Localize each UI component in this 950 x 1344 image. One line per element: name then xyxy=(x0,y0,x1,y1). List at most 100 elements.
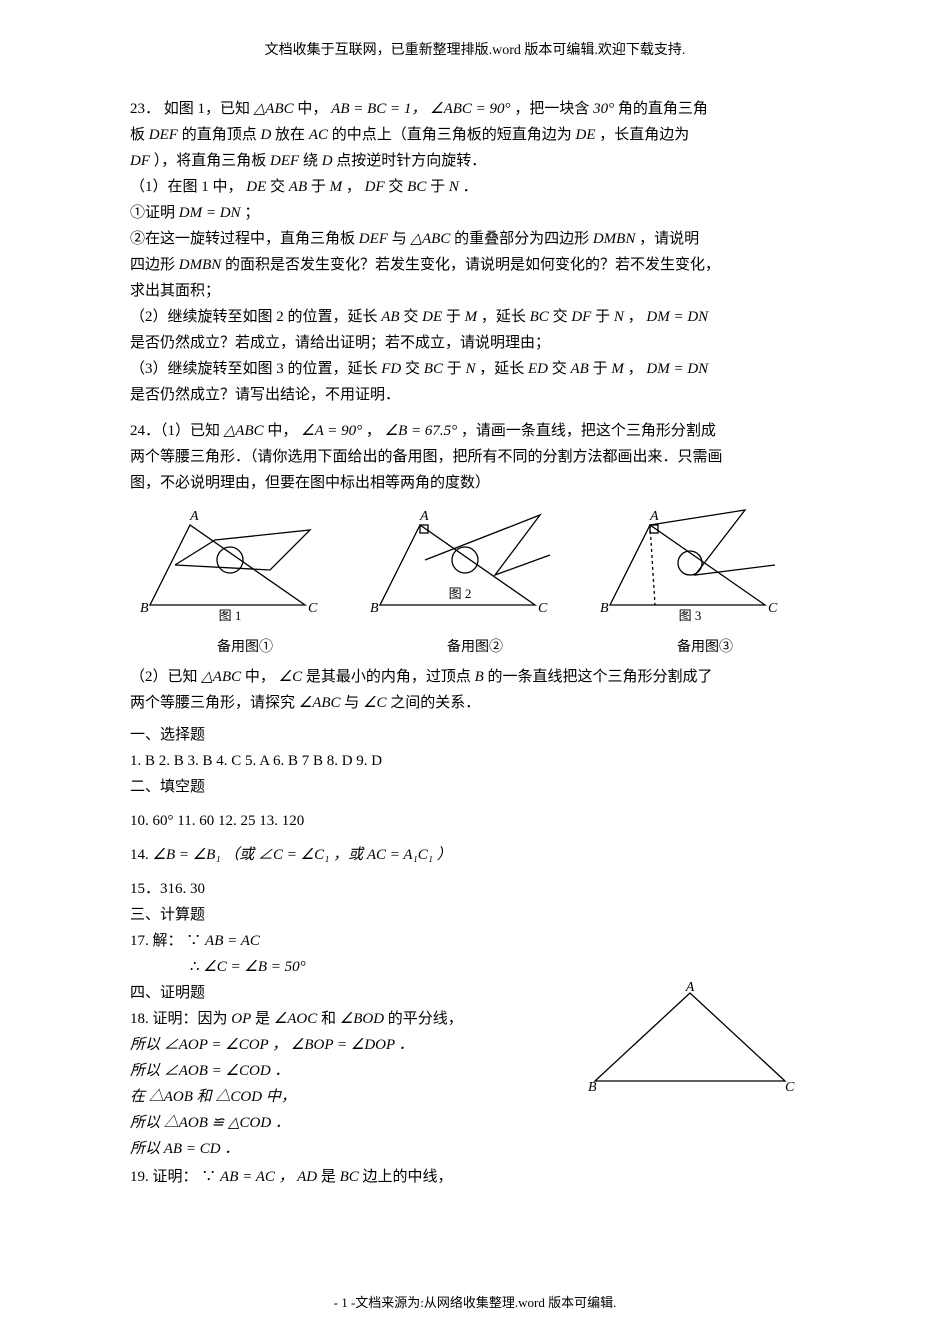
text: ①证明 xyxy=(130,205,175,221)
figure-2-svg: A B C 图 2 xyxy=(365,505,585,635)
q23-line1: 23． 如图 1，已知 △ABC 中， AB = BC = 1， ∠ABC = … xyxy=(130,97,820,121)
q23-line6: ②在这一旋转过程中，直角三角板 DEF 与 △ABC 的重叠部分为四边形 DMB… xyxy=(130,227,820,251)
text: 板 xyxy=(130,127,145,143)
text: 交 xyxy=(270,179,285,195)
text: （1）在图 1 中， xyxy=(130,179,243,195)
label-b: B xyxy=(600,601,609,616)
iso-label-c: C xyxy=(785,1080,795,1095)
ang-c: ∠C xyxy=(363,695,386,711)
q24-line3: 图，不必说明理由，但要在图中标出相等两角的度数） xyxy=(130,471,820,495)
label-b: B xyxy=(140,601,149,616)
bod: ∠BOD xyxy=(340,1011,384,1027)
tri-abc: △ABC xyxy=(224,423,264,439)
eq-17: ∠C = ∠B = 50° xyxy=(203,959,305,975)
select-answers: 1. B 2. B 3. B 4. C 5. A 6. B 7 B 8. D 9… xyxy=(130,749,820,773)
label-a: A xyxy=(649,509,659,524)
dm-dn: DM = DN xyxy=(646,309,708,325)
because-icon: ∵ xyxy=(201,1169,216,1185)
caption-1: 备用图① xyxy=(130,637,360,659)
bc: BC xyxy=(407,179,426,195)
text: ，请说明 xyxy=(639,231,699,247)
def: DEF xyxy=(149,127,178,143)
m: M xyxy=(465,309,478,325)
text: 是 xyxy=(321,1169,336,1185)
eq: ∠ABC = 90° xyxy=(430,101,510,117)
caption-3: 备用图③ xyxy=(590,637,820,659)
text: 于 xyxy=(311,179,326,195)
iso-label-a: A xyxy=(685,981,695,995)
ab: AB xyxy=(381,309,399,325)
text: 17. 解： xyxy=(130,933,183,949)
eq: AB = BC = 1， xyxy=(331,101,426,117)
text: 的平分线， xyxy=(388,1011,463,1027)
def: DEF xyxy=(270,153,299,169)
text: 的重叠部分为四边形 xyxy=(454,231,589,247)
q23-line5: ①证明 DM = DN ； xyxy=(130,201,820,225)
q24-line2: 两个等腰三角形．（请你选用下面给出的备用图，把所有不同的分割方法都画出来．只需画 xyxy=(130,445,820,469)
tri-abc: △ABC xyxy=(254,101,294,117)
caption-2: 备用图② xyxy=(360,637,590,659)
def: DEF xyxy=(359,231,388,247)
document-body: 23． 如图 1，已知 △ABC 中， AB = BC = 1， ∠ABC = … xyxy=(130,97,820,1188)
text: 交 xyxy=(405,361,420,377)
fill-15-16: 15．316. 30 xyxy=(130,877,820,901)
dm-dn: DM = DN xyxy=(646,361,708,377)
q23-line10: 是否仍然成立？若成立，请给出证明；若不成立，请说明理由； xyxy=(130,331,820,355)
dmbn: DMBN xyxy=(179,257,222,273)
text: ； xyxy=(244,205,259,221)
d: D xyxy=(322,153,333,169)
ab: AB xyxy=(571,361,589,377)
text: 的面积是否发生变化？若发生变化，请说明是如何变化的？若不发生变化， xyxy=(225,257,720,273)
m: M xyxy=(330,179,343,195)
eq-14: ∠B = ∠B₁ （或 ∠C = ∠C₁ ，或 AC = A₁C₁ ） xyxy=(153,847,452,863)
n: N xyxy=(465,361,475,377)
text: 中， xyxy=(245,669,275,685)
ang-a: ∠A = 90° xyxy=(301,423,362,439)
b-point: B xyxy=(475,669,484,685)
text: 14. xyxy=(130,847,153,863)
text: （2）已知 xyxy=(130,669,198,685)
dm-dn: DM = DN xyxy=(179,205,241,221)
figure-1: A B C 图 1 备用图① xyxy=(130,505,360,659)
df: DF xyxy=(571,309,591,325)
text: 边上的中线， xyxy=(363,1169,453,1185)
text: 交 xyxy=(388,179,403,195)
q23-line11: （3）继续旋转至如图 3 的位置，延长 FD 交 BC 于 N ，延长 ED 交… xyxy=(130,357,820,381)
fig3-top: 图 3 xyxy=(679,608,702,623)
q24-part2-l1: （2）已知 △ABC 中， ∠C 是其最小的内角，过顶点 B 的一条直线把这个三… xyxy=(130,665,820,689)
iso-label-b: B xyxy=(588,1080,597,1095)
q23-line8: 求出其面积； xyxy=(130,279,820,303)
text: 交 xyxy=(553,309,568,325)
text: 18. 证明：因为 xyxy=(130,1011,228,1027)
text: 放在 xyxy=(275,127,305,143)
q23-line3: DF ），将直角三角板 DEF 绕 D 点按逆时针方向旋转． xyxy=(130,149,820,173)
text: ，请画一条直线，把这个三角形分割成 xyxy=(461,423,716,439)
label-c: C xyxy=(308,601,318,616)
text: ，延长 xyxy=(481,309,526,325)
text: 是 xyxy=(255,1011,270,1027)
text: 19. 证明： xyxy=(130,1169,198,1185)
text: 的一条直线把这个三角形分割成了 xyxy=(488,669,713,685)
text: 于 xyxy=(593,361,608,377)
section-fill: 二、填空题 xyxy=(130,775,820,799)
fig1-top: 图 1 xyxy=(219,608,242,623)
text: 交 xyxy=(552,361,567,377)
text: ， xyxy=(346,179,361,195)
text: 23． 如图 1，已知 xyxy=(130,101,250,117)
q24-line1: 24．（1）已知 △ABC 中， ∠A = 90° ， ∠B = 67.5° ，… xyxy=(130,419,820,443)
text: （2）继续旋转至如图 2 的位置，延长 xyxy=(130,309,378,325)
text: 的中点上（直角三角板的短直角边为 xyxy=(332,127,572,143)
text: ， xyxy=(628,361,643,377)
ang-abc: ∠ABC xyxy=(299,695,341,711)
text: 24．（1）已知 xyxy=(130,423,220,439)
fig2-top: 图 2 xyxy=(449,586,472,601)
df: DF xyxy=(130,153,150,169)
n: N xyxy=(449,179,459,195)
figure-2: A B C 图 2 备用图② xyxy=(360,505,590,659)
label-b: B xyxy=(370,601,379,616)
text: ， xyxy=(366,423,381,439)
text: 和 xyxy=(321,1011,336,1027)
q23-line9: （2）继续旋转至如图 2 的位置，延长 AB 交 DE 于 M ，延长 BC 交… xyxy=(130,305,820,329)
q24-part2-l2: 两个等腰三角形，请探究 ∠ABC 与 ∠C 之间的关系． xyxy=(130,691,820,715)
q23-line2: 板 DEF 的直角顶点 D 放在 AC 的中点上（直角三角板的短直角边为 DE … xyxy=(130,123,820,147)
